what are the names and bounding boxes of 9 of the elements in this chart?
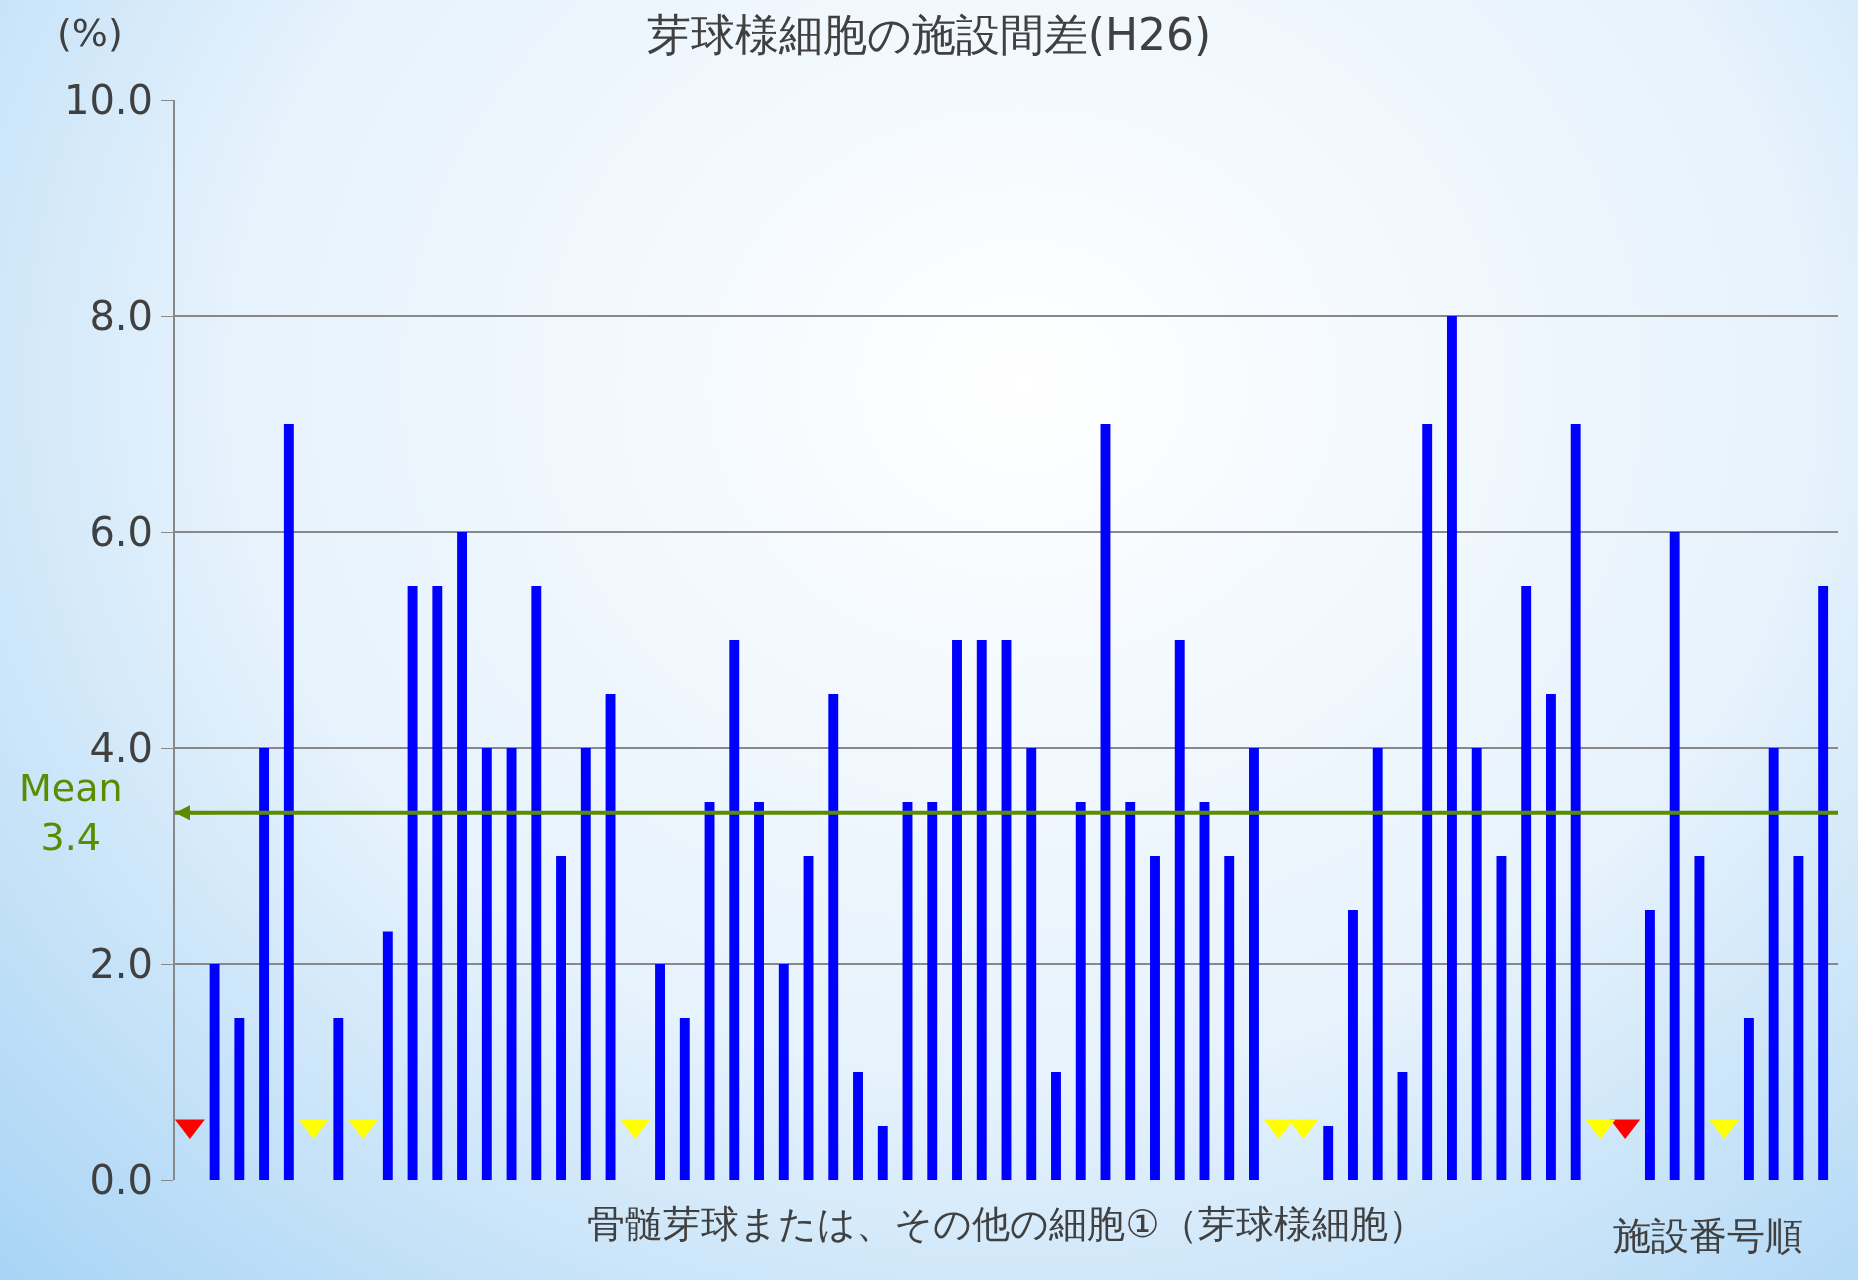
text: 施設番号順 (1613, 1214, 1803, 1258)
y-tick-label: 8.0 (89, 293, 153, 339)
y-tick-label: 6.0 (89, 509, 153, 555)
y-axis-title: (%) (57, 11, 123, 55)
chart-title: 芽球様細胞の施設間差(H26) (646, 9, 1212, 60)
y-tick-label: 10.0 (63, 77, 153, 123)
y-tick-label: 0.0 (89, 1157, 153, 1203)
x-axis-title: 骨髄芽球または、その他の細胞①（芽球様細胞） (587, 1202, 1426, 1247)
y-tick-label: 2.0 (89, 941, 153, 987)
